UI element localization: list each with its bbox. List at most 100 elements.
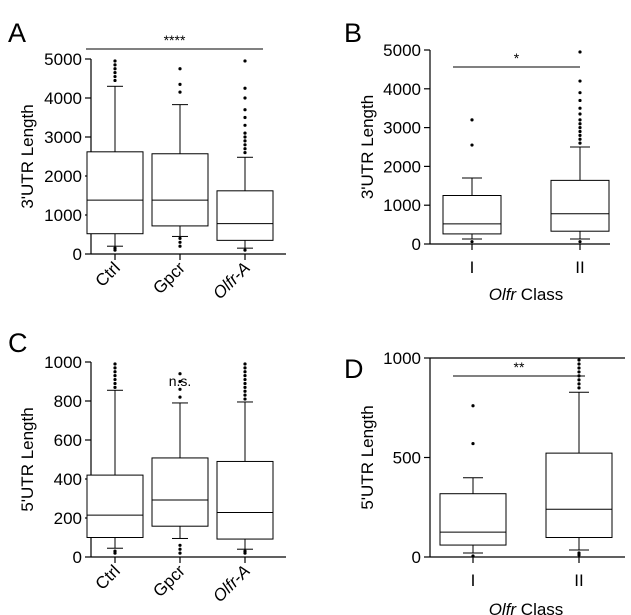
outlier-point [243, 131, 247, 135]
panel-a-ytick-label: 4000 [44, 89, 82, 108]
outlier-point [577, 378, 581, 382]
outlier-point [113, 366, 117, 370]
outlier-point [178, 379, 182, 384]
panel-b-category-label: I [470, 258, 475, 277]
panel-c-ytick-label: 800 [54, 392, 82, 411]
outlier-point [243, 366, 247, 370]
outlier-point [470, 240, 474, 244]
iqr-box [151, 457, 209, 527]
outlier-point [577, 386, 581, 390]
iqr-box [439, 493, 507, 546]
outlier-point [578, 133, 582, 137]
iqr-box [216, 190, 274, 241]
outlier-point [471, 554, 475, 558]
outlier-point [243, 381, 247, 386]
outlier-point [243, 59, 247, 63]
outlier-point [178, 236, 182, 240]
outlier-point [178, 543, 182, 547]
panel-b-xlabel-text: Class [521, 285, 564, 304]
panel-d-xlabel-italic: Olfr [489, 600, 521, 615]
panel-b-box-2 [550, 50, 610, 244]
panel-d-ylabel: 5'UTR Length [358, 405, 377, 509]
panel-d-letter: D [344, 354, 364, 384]
outlier-point [577, 551, 581, 555]
panel-d-category-label: II [574, 571, 583, 590]
panel-a-category-label: Ctrl [92, 258, 124, 290]
outlier-point [243, 248, 247, 252]
outlier-point [113, 370, 117, 374]
outlier-point [178, 240, 182, 244]
outlier-point [178, 90, 182, 94]
panel-c-ytick-label: 400 [54, 470, 82, 489]
outlier-point [578, 137, 582, 141]
outlier-point [243, 115, 247, 120]
outlier-point [243, 397, 247, 401]
panel-c-category-label: Olfr-A [209, 561, 254, 606]
panel-a-ytick-label: 5000 [44, 50, 82, 69]
outlier-point [578, 79, 582, 83]
outlier-point [578, 122, 582, 126]
outlier-point [113, 385, 117, 389]
panel-c-significance-label: n.s. [169, 373, 192, 389]
outlier-point [178, 244, 182, 248]
outlier-point [243, 549, 247, 553]
panel-a-significance-label: **** [164, 32, 186, 48]
panel-b-ytick-label: 1000 [383, 196, 421, 215]
outlier-point [243, 377, 247, 382]
outlier-point [243, 389, 247, 393]
panel-c-category-label: Ctrl [92, 561, 124, 593]
outlier-point [113, 246, 117, 250]
outlier-point [243, 393, 247, 397]
outlier-point [243, 86, 247, 90]
outlier-point [113, 381, 117, 386]
panel-c-ytick-label: 600 [54, 431, 82, 450]
iqr-box [86, 151, 144, 235]
outlier-point [471, 441, 475, 446]
outlier-point [243, 135, 247, 139]
outlier-point [113, 362, 117, 366]
outlier-point [471, 404, 475, 408]
panel-b-ytick-label: 5000 [383, 41, 421, 60]
panel-b-ytick-label: 4000 [383, 80, 421, 99]
iqr-box [216, 460, 274, 540]
outlier-point [243, 108, 247, 112]
panel-c-ytick-label: 0 [73, 548, 82, 567]
outlier-point [243, 96, 247, 100]
outlier-point [577, 370, 581, 374]
outlier-point [113, 374, 117, 378]
outlier-point [578, 91, 582, 95]
iqr-box [151, 153, 209, 227]
outlier-point [577, 366, 581, 370]
outlier-point [578, 126, 582, 130]
outlier-point [113, 74, 117, 79]
panel-c-letter: C [8, 328, 28, 358]
panel-a-box-1 [86, 59, 144, 252]
iqr-box [545, 452, 613, 538]
outlier-point [243, 143, 247, 147]
panel-c-ytick-label: 1000 [44, 353, 82, 372]
outlier-point [178, 82, 182, 86]
outlier-point [178, 372, 182, 376]
panel-d-box-1 [439, 404, 507, 558]
outlier-point [243, 374, 247, 378]
outlier-point [113, 71, 117, 75]
panel-d-box-2 [545, 358, 613, 557]
panel-a-ytick-label: 0 [73, 245, 82, 264]
panel-b-ytick-label: 2000 [383, 157, 421, 176]
panel-d-ytick-label: 500 [393, 449, 421, 468]
panel-a-letter: A [8, 18, 26, 48]
iqr-box [86, 474, 144, 539]
panel-b-box-1 [442, 118, 502, 244]
panel-d-significance-label: ** [514, 359, 525, 375]
panel-b-ytick-label: 0 [412, 235, 421, 254]
outlier-point [243, 139, 247, 143]
outlier-point [578, 112, 582, 116]
outlier-point [113, 67, 117, 71]
panel-b-ytick-label: 3000 [383, 119, 421, 138]
outlier-point [113, 59, 117, 63]
panel-d-xlabel: Olfr Class [489, 600, 564, 615]
panel-a-category-label: Olfr-A [209, 258, 254, 303]
outlier-point [243, 123, 247, 127]
outlier-point [178, 67, 182, 71]
outlier-point [113, 377, 117, 382]
